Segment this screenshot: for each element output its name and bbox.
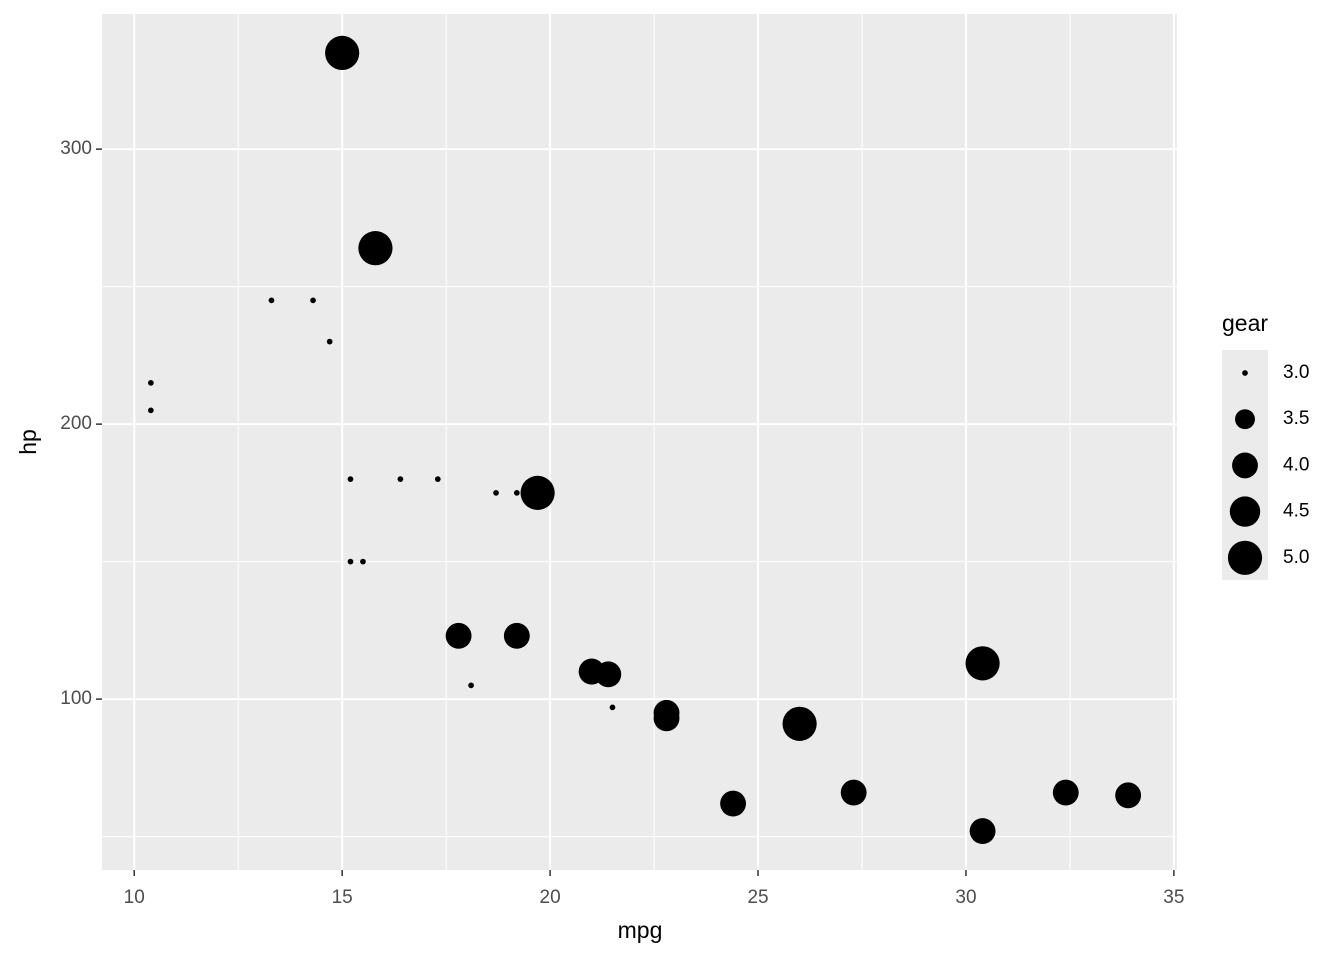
x-tick-label: 25 [747,887,768,908]
point [360,558,366,565]
point [513,490,520,496]
point [326,338,333,345]
point [782,706,817,741]
point [653,699,680,726]
panel [102,14,1177,870]
point [1115,782,1142,809]
point [325,35,360,71]
legend-key [1227,540,1263,575]
point [609,704,616,711]
legend-label: 4.5 [1283,501,1309,522]
point [468,682,474,689]
point [268,297,275,304]
legend-label: 3.0 [1283,362,1309,383]
point [445,622,472,649]
y-tick-label: 300 [60,138,92,159]
point [520,475,555,510]
legend-key [1232,452,1258,479]
point [434,476,441,482]
point [397,476,404,482]
point [310,297,316,304]
point [148,407,154,414]
x-tick-label: 10 [124,887,145,908]
legend-key [1229,496,1261,527]
x-tick-label: 30 [955,887,976,908]
x-tick-label: 15 [332,887,353,908]
legend-title: gear [1222,310,1268,336]
point [493,490,499,496]
y-axis-title: hp [15,429,41,455]
x-tick-label: 35 [1163,887,1184,908]
legend-key [1242,370,1248,376]
point [969,818,996,845]
point [347,476,354,482]
point [503,622,530,649]
point [840,779,867,806]
y-tick-label: 200 [60,413,92,434]
legend-label: 5.0 [1283,547,1309,568]
point [1052,779,1079,806]
point [358,231,393,266]
point [720,790,746,817]
point [595,661,622,688]
x-axis-title: mpg [618,917,663,943]
legend-key [1235,409,1255,430]
point [347,558,354,565]
point [148,380,154,386]
point [965,646,1000,681]
legend-label: 4.0 [1283,454,1309,475]
legend-label: 3.5 [1283,408,1309,429]
x-tick-label: 20 [540,887,561,908]
y-tick-label: 100 [60,688,92,709]
